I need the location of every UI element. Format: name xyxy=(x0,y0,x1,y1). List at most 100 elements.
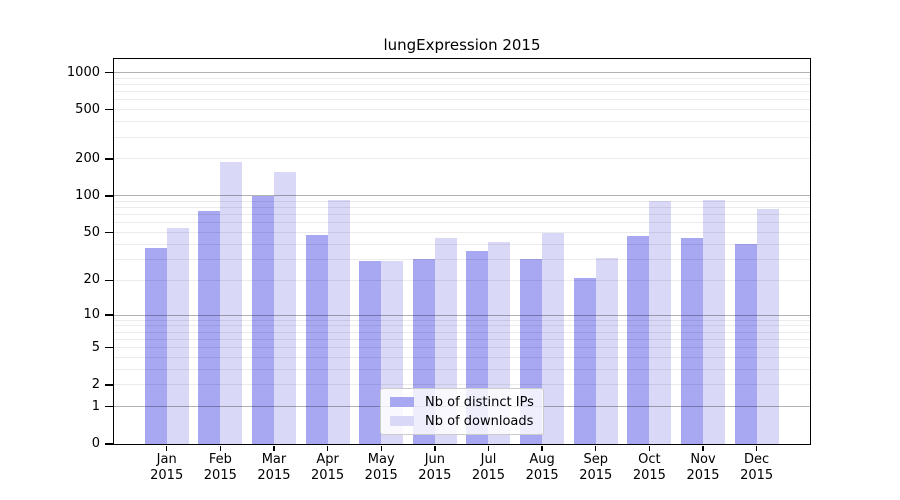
x-tick-year: 2015 xyxy=(471,467,506,483)
gridline-minor xyxy=(114,331,810,333)
y-tick-label: 10 xyxy=(83,307,100,323)
x-tick-month: Jul xyxy=(480,452,497,467)
legend-item-distinct-ips: Nb of distinct IPs xyxy=(390,395,534,410)
x-axis-tick xyxy=(166,445,168,451)
y-axis-tick xyxy=(105,231,113,234)
x-tick-label-oct: Oct 2015 xyxy=(618,452,680,483)
x-tick-month: May xyxy=(367,452,395,467)
bar-distinct-ips-apr xyxy=(305,234,328,444)
legend-label-distinct-ips: Nb of distinct IPs xyxy=(425,394,534,410)
x-tick-month: Oct xyxy=(638,452,661,467)
bar-distinct-ips-sep xyxy=(573,277,596,444)
y-axis-tick xyxy=(105,314,113,316)
gridline-minor xyxy=(114,368,810,370)
x-tick-label-apr: Apr 2015 xyxy=(297,452,359,483)
plot-area xyxy=(113,58,811,445)
x-axis-tick xyxy=(273,445,275,451)
y-axis-tick xyxy=(105,406,113,408)
y-tick-label: 1 xyxy=(91,398,100,414)
legend-swatch-downloads-icon xyxy=(390,416,414,426)
gridline-minor xyxy=(114,91,810,93)
gridline-minor xyxy=(114,121,810,123)
gridline-minor xyxy=(114,207,810,209)
x-tick-year: 2015 xyxy=(150,467,184,483)
gridline-minor xyxy=(114,243,810,245)
gridline-minor xyxy=(114,356,810,358)
y-axis-tick xyxy=(105,279,113,281)
bar-distinct-ips-may xyxy=(359,261,382,444)
legend: Nb of distinct IPs Nb of downloads xyxy=(380,388,544,435)
bar-distinct-ips-jan xyxy=(144,248,167,444)
x-tick-month: Apr xyxy=(316,452,339,467)
y-tick-label: 20 xyxy=(83,272,100,288)
x-tick-year: 2015 xyxy=(525,467,559,483)
y-tick-label: 50 xyxy=(83,224,100,240)
gridline-major xyxy=(114,195,810,197)
y-axis-tick xyxy=(105,158,113,160)
legend-item-downloads: Nb of downloads xyxy=(390,414,534,429)
gridline-minor xyxy=(114,214,810,216)
bar-downloads-dec xyxy=(756,209,779,444)
x-tick-label-aug: Aug 2015 xyxy=(511,452,573,483)
x-axis-tick xyxy=(648,445,651,451)
y-tick-label: 100 xyxy=(75,187,100,203)
x-axis-tick xyxy=(219,445,222,451)
gridline-major xyxy=(114,72,810,74)
x-tick-month: Nov xyxy=(690,452,716,467)
x-tick-year: 2015 xyxy=(203,467,237,483)
x-tick-month: Jan xyxy=(156,452,177,467)
gridline-minor xyxy=(114,279,810,281)
gridline-minor xyxy=(114,136,810,138)
y-axis-tick xyxy=(105,109,113,111)
gridline-minor xyxy=(114,200,810,202)
x-tick-label-sep: Sep 2015 xyxy=(565,452,627,483)
x-tick-label-dec: Dec 2015 xyxy=(726,452,788,483)
bar-downloads-mar xyxy=(273,172,296,444)
x-tick-label-nov: Nov 2015 xyxy=(672,452,734,483)
x-tick-label-feb: Feb 2015 xyxy=(189,452,251,483)
bar-downloads-aug xyxy=(542,232,565,444)
x-tick-label-jan: Jan 2015 xyxy=(136,452,198,483)
x-axis-tick xyxy=(326,445,329,451)
y-tick-label: 200 xyxy=(75,150,100,166)
x-tick-month: Dec xyxy=(744,452,770,467)
gridline-minor xyxy=(114,384,810,386)
gridline-minor xyxy=(114,77,810,79)
x-tick-year: 2015 xyxy=(579,467,613,483)
x-axis-tick xyxy=(487,445,490,451)
x-axis-tick xyxy=(380,445,382,451)
x-tick-year: 2015 xyxy=(364,467,398,483)
gridline-minor xyxy=(114,325,810,327)
gridline-minor xyxy=(114,338,810,340)
x-tick-year: 2015 xyxy=(740,467,774,483)
x-tick-month: Sep xyxy=(583,452,608,467)
y-axis-tick xyxy=(105,346,113,349)
x-tick-month: Jun xyxy=(424,452,445,467)
y-tick-label: 500 xyxy=(75,101,100,117)
legend-label-downloads: Nb of downloads xyxy=(425,413,534,429)
gridline-minor xyxy=(114,232,810,234)
legend-swatch-distinct-ips-icon xyxy=(390,397,414,407)
gridline-minor xyxy=(114,109,810,111)
gridline-minor xyxy=(114,84,810,86)
gridline-minor xyxy=(114,222,810,224)
x-tick-year: 2015 xyxy=(632,467,666,483)
chart-title: lungExpression 2015 xyxy=(383,36,541,54)
x-tick-month: Feb xyxy=(208,452,232,467)
x-tick-year: 2015 xyxy=(418,467,452,483)
bar-downloads-nov xyxy=(703,199,725,444)
bar-distinct-ips-feb xyxy=(198,211,221,444)
bar-downloads-feb xyxy=(220,162,243,444)
x-axis-tick xyxy=(755,445,758,451)
x-axis-tick xyxy=(595,445,597,451)
gridline-major xyxy=(114,314,810,316)
x-tick-year: 2015 xyxy=(686,467,720,483)
gridline-minor xyxy=(114,347,810,349)
bar-distinct-ips-oct xyxy=(627,235,650,444)
x-axis-tick xyxy=(702,445,704,451)
x-tick-label-jul: Jul 2015 xyxy=(457,452,519,483)
bar-distinct-ips-mar xyxy=(251,195,274,444)
y-axis-tick xyxy=(105,443,113,445)
bar-downloads-oct xyxy=(649,201,672,444)
